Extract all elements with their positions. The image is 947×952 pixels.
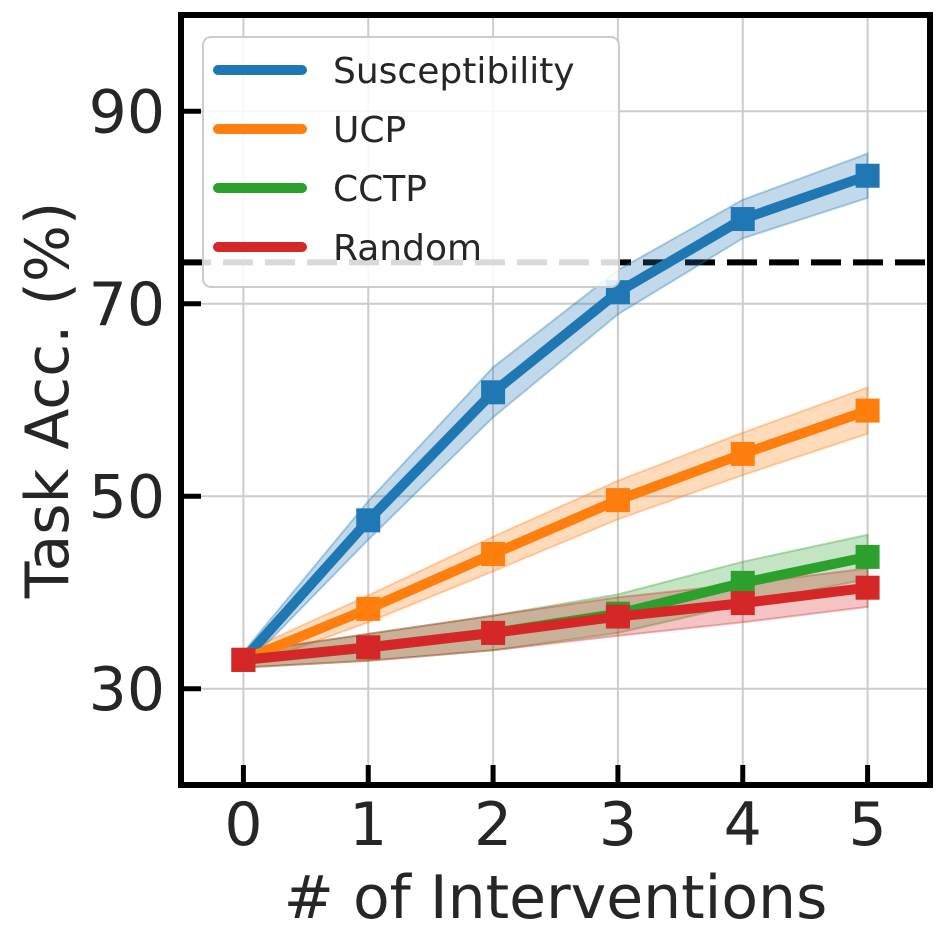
- data-point-ucp: [481, 542, 506, 566]
- series-line-ucp: [238, 405, 873, 665]
- series-line-random: [238, 582, 873, 665]
- data-point-cctp: [730, 570, 755, 595]
- data-point-random: [231, 647, 256, 672]
- data-point-susceptibility: [356, 508, 381, 533]
- data-point-ucp: [356, 596, 381, 621]
- series-markers: [231, 163, 880, 672]
- data-point-susceptibility: [481, 380, 506, 405]
- x-tick-label: 3: [599, 790, 637, 860]
- y-tick-label: 30: [89, 655, 165, 725]
- data-point-susceptibility: [855, 163, 880, 188]
- x-axis-title: # of Interventions: [284, 863, 828, 933]
- data-point-ucp: [855, 398, 880, 423]
- y-axis-title: Task Acc. (%): [13, 202, 83, 600]
- legend-label-ucp: UCP: [333, 110, 406, 151]
- legend-label-cctp: CCTP: [333, 169, 427, 210]
- legend-label-random: Random: [333, 228, 482, 269]
- y-tick-label: 70: [89, 270, 165, 340]
- band-susceptibility: [242, 152, 869, 671]
- legend-box: [202, 36, 620, 288]
- series-line-susceptibility: [238, 170, 873, 665]
- plot-frame: [178, 12, 933, 788]
- y-tick-label: 50: [89, 462, 165, 532]
- data-point-ucp: [605, 488, 630, 513]
- series-lines: [238, 170, 873, 665]
- data-point-random: [481, 620, 506, 645]
- x-tick-label: 5: [848, 790, 886, 860]
- data-point-random: [855, 575, 880, 600]
- data-point-random: [605, 604, 630, 629]
- legend-label-susceptibility: Susceptibility: [333, 51, 575, 92]
- data-point-random: [730, 591, 755, 616]
- x-tick-label: 1: [349, 790, 387, 860]
- x-tick-label: 2: [474, 790, 512, 860]
- legend: Susceptibility UCP CCTP Random: [202, 36, 620, 288]
- x-tick-label: 0: [224, 790, 262, 860]
- data-point-random: [356, 635, 381, 660]
- y-tick-label: 90: [89, 77, 165, 147]
- x-tick-label: 4: [724, 790, 762, 860]
- data-point-cctp: [855, 544, 880, 569]
- axis-ticks: 0 1 2 3 4 5 30 50 70 90: [89, 77, 887, 860]
- data-point-susceptibility: [730, 207, 755, 232]
- data-point-ucp: [730, 441, 755, 466]
